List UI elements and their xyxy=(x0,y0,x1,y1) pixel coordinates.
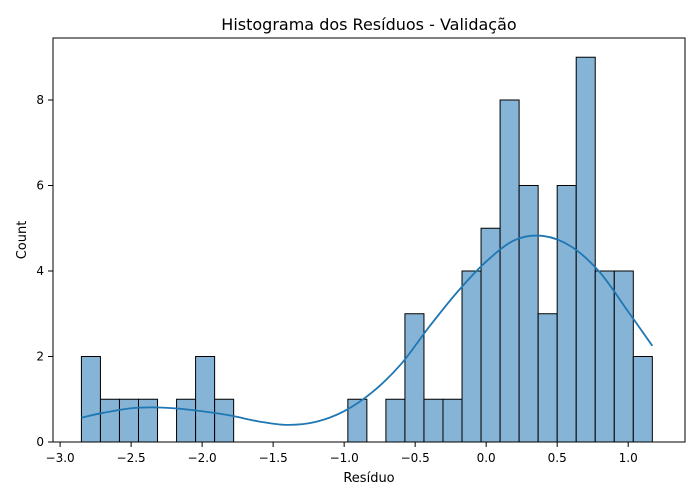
axes-layer: −3.0 −2.5 −2.0 −1.5 −1.0 −0.5 0.0 0.5 1.0 0 2 4 6 8 xyxy=(36,37,686,465)
histogram-bar xyxy=(137,398,159,443)
x-tick-label: −2.0 xyxy=(188,451,217,465)
x-axis-label: Resíduo xyxy=(343,471,394,486)
histogram-bar xyxy=(99,398,120,443)
histogram-bar xyxy=(80,355,101,443)
histogram-bar xyxy=(518,184,539,443)
histogram-bar xyxy=(423,398,444,443)
x-tick-label: −0.5 xyxy=(401,451,430,465)
x-tick-label: 0.0 xyxy=(477,451,496,465)
histogram-bar xyxy=(499,99,520,443)
x-tick-label: −2.5 xyxy=(117,451,146,465)
y-tick-label: 0 xyxy=(36,435,44,449)
y-tick-label: 4 xyxy=(36,264,44,278)
kde-line xyxy=(81,234,654,426)
histogram-bar xyxy=(176,398,197,443)
histogram-bar xyxy=(632,355,653,443)
x-tick-label: −1.0 xyxy=(330,451,359,465)
histogram-bar xyxy=(195,355,216,443)
histogram-bar xyxy=(575,56,596,443)
histogram-bar xyxy=(461,270,482,443)
histogram-bar xyxy=(214,398,235,443)
histogram-bar xyxy=(404,313,425,443)
plot-frame xyxy=(52,37,686,443)
y-tick-label: 2 xyxy=(36,349,44,363)
histogram-bar xyxy=(594,270,615,443)
bars-layer xyxy=(80,56,653,443)
y-tick-label: 8 xyxy=(36,93,44,107)
histogram-bar xyxy=(537,313,558,443)
x-tick-label: 0.5 xyxy=(548,451,567,465)
histogram-bar xyxy=(118,398,139,443)
histogram-bar xyxy=(347,398,368,443)
histogram-bar xyxy=(556,184,577,443)
x-tick-label: −1.5 xyxy=(259,451,288,465)
y-axis-label: Count xyxy=(15,221,30,260)
chart-title: Histograma dos Resíduos - Validação xyxy=(221,15,516,34)
histogram-bar xyxy=(442,398,463,443)
histogram-bar xyxy=(385,398,406,443)
x-tick-label: 1.0 xyxy=(619,451,638,465)
x-tick-label: −3.0 xyxy=(46,451,75,465)
histogram-bar xyxy=(480,227,501,443)
y-tick-label: 6 xyxy=(36,178,44,192)
